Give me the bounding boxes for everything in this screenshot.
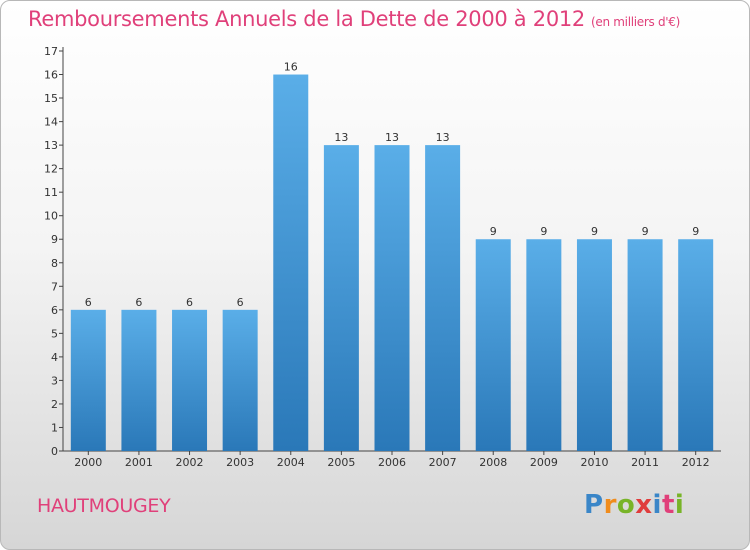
x-tick-label: 2008 (479, 456, 507, 469)
y-tick-label: 9 (51, 233, 58, 246)
y-tick-label: 1 (51, 421, 58, 434)
x-tick-label: 2011 (631, 456, 659, 469)
y-tick-label: 8 (51, 257, 58, 270)
y-tick-label: 10 (44, 210, 58, 223)
bar-2012 (678, 239, 714, 451)
x-tick-label: 2002 (176, 456, 204, 469)
y-tick-label: 17 (44, 45, 58, 58)
y-tick-label: 11 (44, 186, 58, 199)
bar-value-label: 9 (692, 225, 699, 238)
x-tick-label: 2009 (530, 456, 558, 469)
y-tick-label: 16 (44, 69, 58, 82)
bar-value-label: 13 (385, 131, 399, 144)
x-tick-label: 2007 (429, 456, 457, 469)
x-tick-label: 2006 (378, 456, 406, 469)
x-tick-label: 2001 (125, 456, 153, 469)
bar-2010 (576, 239, 612, 451)
chart-title: Remboursements Annuels de la Dette de 20… (28, 7, 680, 31)
chart-title-text: Remboursements Annuels de la Dette de 20… (28, 7, 585, 31)
y-tick-label: 14 (44, 116, 58, 129)
x-tick-label: 2004 (277, 456, 305, 469)
bar-value-label: 9 (591, 225, 598, 238)
bar-value-label: 6 (237, 296, 244, 309)
x-tick-label: 2003 (226, 456, 254, 469)
x-tick-label: 2000 (74, 456, 102, 469)
y-tick-label: 0 (51, 445, 58, 458)
x-tick-label: 2005 (327, 456, 355, 469)
y-tick-label: 4 (51, 351, 58, 364)
bar-value-label: 6 (85, 296, 92, 309)
y-tick-label: 13 (44, 139, 58, 152)
bar-2005 (323, 145, 359, 451)
proxiti-logo: Proxiti (584, 490, 685, 520)
y-tick-label: 15 (44, 92, 58, 105)
bar-2000 (70, 309, 106, 451)
y-tick-label: 6 (51, 304, 58, 317)
bar-2009 (526, 239, 562, 451)
y-tick-label: 3 (51, 374, 58, 387)
bar-2006 (374, 145, 410, 451)
commune-name: HAUTMOUGEY (37, 495, 171, 517)
x-tick-label: 2010 (580, 456, 608, 469)
y-tick-label: 5 (51, 327, 58, 340)
chart-unit: (en milliers d'€) (591, 15, 681, 29)
bar-2004 (273, 74, 309, 451)
bar-2007 (425, 145, 461, 451)
bar-2003 (222, 309, 258, 451)
bar-value-label: 6 (186, 296, 193, 309)
bar-2008 (475, 239, 511, 451)
bar-value-label: 9 (490, 225, 497, 238)
bar-value-label: 13 (436, 131, 450, 144)
bar-2001 (121, 309, 157, 451)
bar-2002 (172, 309, 208, 451)
y-tick-label: 2 (51, 398, 58, 411)
x-tick-label: 2012 (682, 456, 710, 469)
bar-value-label: 6 (135, 296, 142, 309)
bar-value-label: 16 (284, 61, 298, 74)
bar-value-label: 9 (540, 225, 547, 238)
bar-2011 (627, 239, 663, 451)
y-tick-label: 7 (51, 280, 58, 293)
bar-value-label: 13 (334, 131, 348, 144)
y-tick-label: 12 (44, 163, 58, 176)
bar-value-label: 9 (642, 225, 649, 238)
